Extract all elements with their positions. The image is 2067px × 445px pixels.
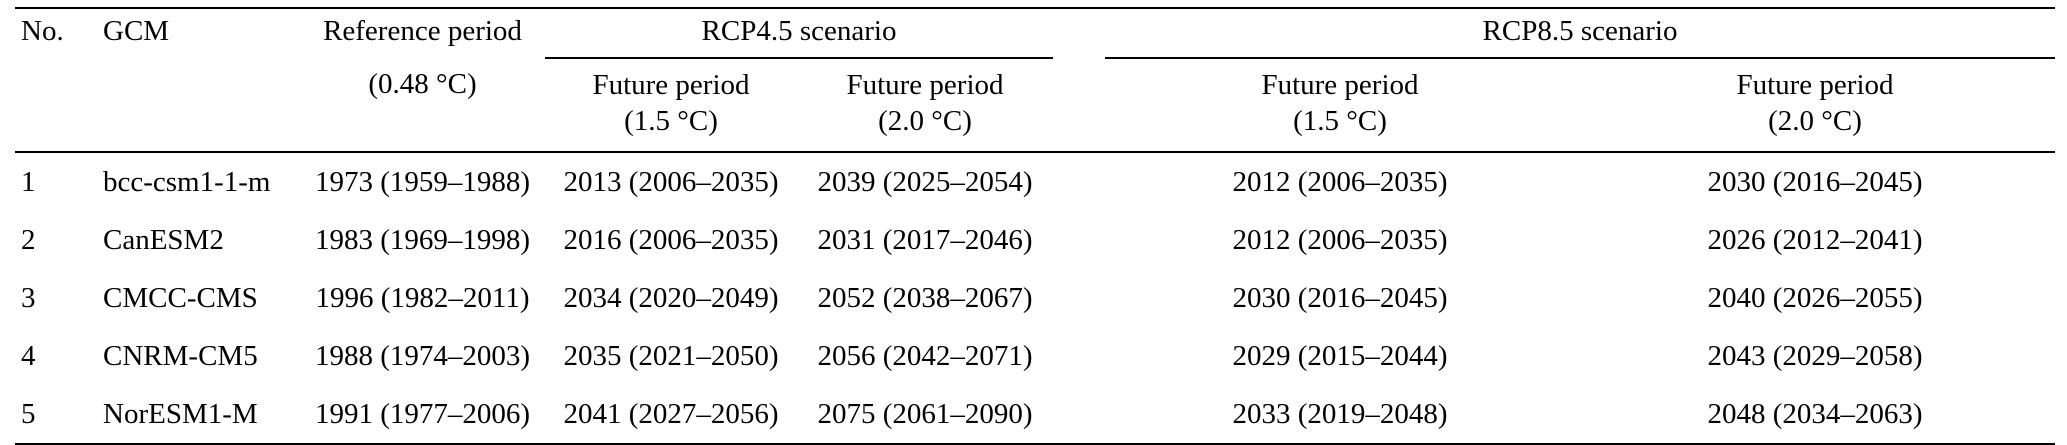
header-row-sub: (0.48 °C) Future period (1.5 °C) Future …	[15, 58, 2055, 152]
header-rcp45-future-20: Future period (2.0 °C)	[797, 58, 1053, 152]
temp-2-0-label: (2.0 °C)	[878, 105, 972, 137]
cell-spacer	[1053, 211, 1105, 269]
column-spacer	[1053, 8, 1105, 152]
temp-1-5-label: (1.5 °C)	[1293, 105, 1387, 137]
table-row: 4 CNRM-CM5 1988 (1974–2003) 2035 (2021–2…	[15, 327, 2055, 385]
cell-rcp45-future-15: 2013 (2006–2035)	[563, 166, 779, 198]
header-gcm: GCM	[103, 15, 170, 47]
cell-reference-period: 1988 (1974–2003)	[314, 340, 531, 372]
cell-rcp85-future-15: 2029 (2015–2044)	[1232, 340, 1448, 372]
cell-spacer	[1053, 269, 1105, 327]
cell-no: 3	[21, 282, 36, 314]
cell-rcp85-future-15: 2030 (2016–2045)	[1232, 282, 1448, 314]
cell-rcp45-future-20: 2052 (2038–2067)	[817, 282, 1033, 314]
cell-rcp45-future-15: 2041 (2027–2056)	[563, 398, 779, 430]
cell-no: 5	[21, 398, 36, 430]
cell-gcm: CMCC-CMS	[103, 282, 258, 314]
cell-rcp45-future-20: 2031 (2017–2046)	[817, 224, 1033, 256]
table-row: 2 CanESM2 1983 (1969–1998) 2016 (2006–20…	[15, 211, 2055, 269]
header-rcp45-future-15: Future period (1.5 °C)	[545, 58, 797, 152]
cell-rcp85-future-15: 2012 (2006–2035)	[1232, 224, 1448, 256]
table-row: 3 CMCC-CMS 1996 (1982–2011) 2034 (2020–2…	[15, 269, 2055, 327]
cell-gcm: CanESM2	[103, 224, 224, 256]
header-row-top: No. GCM Reference period RCP4.5 scenario…	[15, 8, 2055, 59]
future-period-label: Future period	[1261, 69, 1419, 101]
cell-rcp45-future-20: 2039 (2025–2054)	[817, 166, 1033, 198]
temp-2-0-label: (2.0 °C)	[1768, 105, 1862, 137]
cell-spacer	[1053, 152, 1105, 211]
table-row: 5 NorESM1-M 1991 (1977–2006) 2041 (2027–…	[15, 385, 2055, 444]
cell-reference-period: 1991 (1977–2006)	[314, 398, 531, 430]
future-period-label: Future period	[592, 69, 750, 101]
future-period-label: Future period	[1736, 69, 1894, 101]
table-row: 1 bcc-csm1-1-m 1973 (1959–1988) 2013 (20…	[15, 152, 2055, 211]
cell-rcp45-future-15: 2035 (2021–2050)	[563, 340, 779, 372]
cell-no: 4	[21, 340, 36, 372]
temp-1-5-label: (1.5 °C)	[624, 105, 718, 137]
cell-reference-period: 1973 (1959–1988)	[314, 166, 531, 198]
cell-reference-period: 1996 (1982–2011)	[315, 282, 530, 314]
cell-rcp45-future-20: 2075 (2061–2090)	[817, 398, 1033, 430]
header-group-rcp85: RCP8.5 scenario	[1105, 8, 2055, 59]
cell-no: 2	[21, 224, 36, 256]
cell-no: 1	[21, 166, 36, 198]
cell-gcm: NorESM1-M	[103, 398, 258, 430]
cell-rcp45-future-15: 2016 (2006–2035)	[563, 224, 779, 256]
header-rcp85-future-15: Future period (1.5 °C)	[1105, 58, 1575, 152]
cell-spacer	[1053, 385, 1105, 444]
cell-rcp85-future-15: 2033 (2019–2048)	[1232, 398, 1448, 430]
cell-rcp85-future-20: 2030 (2016–2045)	[1707, 166, 1923, 198]
future-period-label: Future period	[846, 69, 1004, 101]
gcm-scenario-table: No. GCM Reference period RCP4.5 scenario…	[15, 7, 2055, 445]
cell-gcm: bcc-csm1-1-m	[103, 166, 271, 198]
header-group-rcp45: RCP4.5 scenario	[545, 8, 1053, 59]
cell-spacer	[1053, 327, 1105, 385]
cell-gcm: CNRM-CM5	[103, 340, 258, 372]
cell-rcp45-future-15: 2034 (2020–2049)	[563, 282, 779, 314]
cell-rcp85-future-20: 2048 (2034–2063)	[1707, 398, 1923, 430]
cell-rcp85-future-20: 2040 (2026–2055)	[1707, 282, 1923, 314]
cell-rcp85-future-15: 2012 (2006–2035)	[1232, 166, 1448, 198]
header-reference-period: Reference period	[323, 15, 522, 47]
header-rcp85-future-20: Future period (2.0 °C)	[1575, 58, 2055, 152]
cell-reference-period: 1983 (1969–1998)	[314, 224, 531, 256]
header-no: No.	[21, 15, 64, 47]
header-reference-temp: (0.48 °C)	[368, 68, 477, 100]
cell-rcp85-future-20: 2043 (2029–2058)	[1707, 340, 1923, 372]
cell-rcp45-future-20: 2056 (2042–2071)	[817, 340, 1033, 372]
cell-rcp85-future-20: 2026 (2012–2041)	[1707, 224, 1923, 256]
